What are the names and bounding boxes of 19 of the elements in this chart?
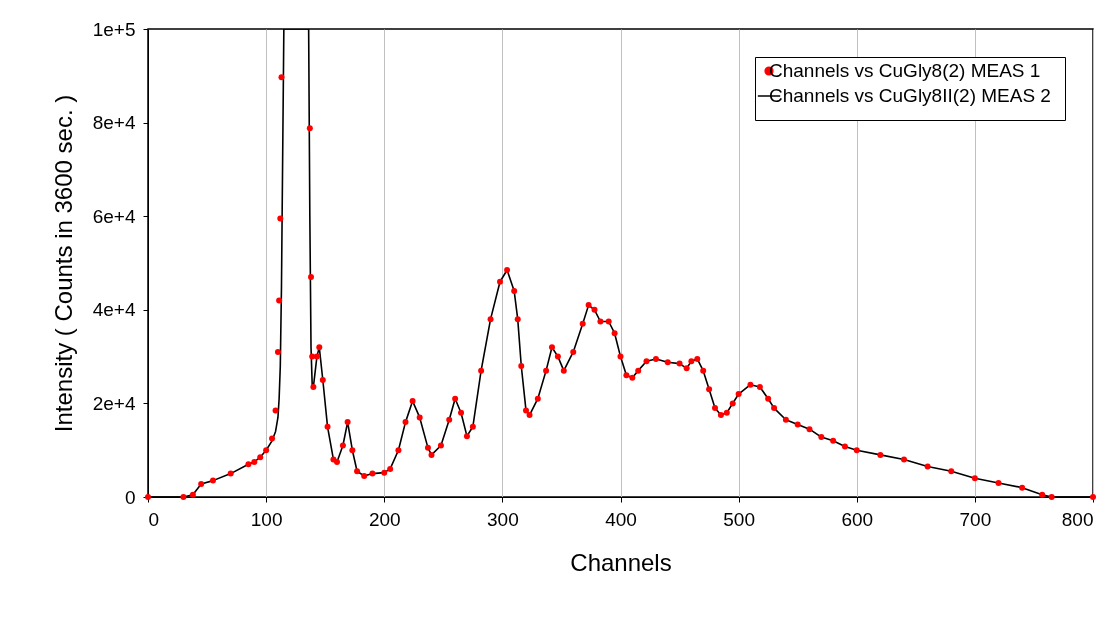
y-tick-label: 6e+4 — [92, 205, 136, 227]
x-tick-label: 800 — [1061, 508, 1094, 530]
x-tick-label: 500 — [723, 508, 755, 530]
x-axis-title: Channels — [570, 548, 672, 576]
y-axis-title: Intensity ( Counts in 3600 sec. ) — [49, 94, 77, 433]
x-tick-label: 200 — [368, 508, 401, 530]
x-tick-label: 100 — [250, 508, 283, 530]
x-tick-label: 600 — [841, 508, 874, 530]
x-tick-label: 400 — [605, 508, 637, 530]
y-tick-label: 2e+4 — [92, 392, 136, 414]
x-tick-label: 0 — [148, 508, 160, 530]
text: Channels vs CuGly8II(2) MEAS 2 — [769, 85, 1051, 106]
y-tick-label: 8e+4 — [92, 112, 136, 134]
x-tick-label: 700 — [959, 508, 992, 530]
y-tick-label: 0 — [124, 486, 136, 508]
legend-label: Channels vs CuGly8(2) MEAS 1 — [769, 60, 1041, 81]
y-tick-label: 1e+5 — [92, 18, 136, 40]
x-tick-label: 300 — [487, 508, 519, 530]
y-tick-label: 4e+4 — [92, 299, 136, 321]
